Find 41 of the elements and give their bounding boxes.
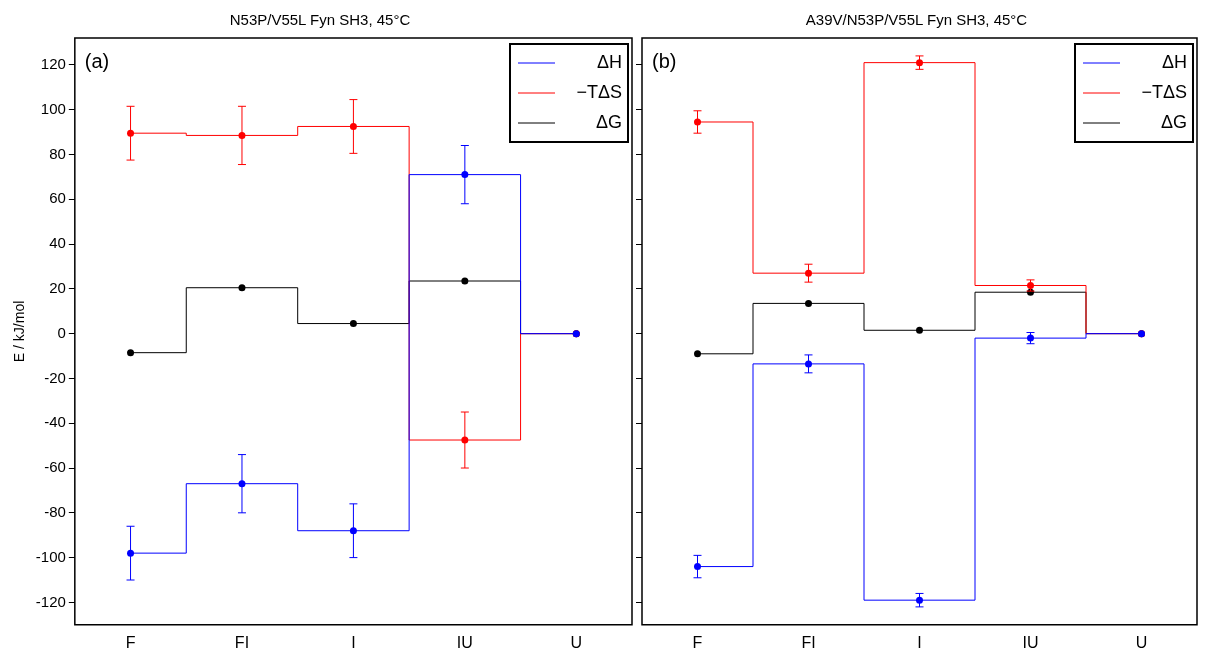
y-tick-label: -80	[44, 502, 66, 520]
annotation: (b)	[652, 49, 677, 72]
y-tick-label: -60	[44, 458, 66, 476]
y-tick-label: 0	[57, 323, 66, 341]
x-tick-label: IU	[456, 633, 473, 651]
x-tick-label: U	[1135, 633, 1148, 651]
point	[127, 349, 135, 357]
y-tick-label: 20	[49, 278, 66, 296]
legend-label: ΔH	[596, 51, 622, 72]
legend-label: ΔG	[1160, 111, 1187, 132]
y-axis-title: E / kJ/mol	[11, 300, 28, 363]
point	[349, 320, 357, 328]
x-tick-label: F	[125, 633, 136, 651]
x-tick-label: F	[692, 633, 703, 651]
legend-label: −TΔS	[576, 81, 622, 102]
y-tick-label: 100	[40, 99, 66, 117]
point	[238, 284, 246, 292]
y-tick-label: 80	[49, 144, 66, 162]
x-tick-label: U	[570, 633, 583, 651]
legend-label: ΔG	[595, 111, 622, 132]
point	[694, 350, 701, 358]
point	[461, 277, 469, 285]
y-tick-label: -120	[35, 592, 66, 610]
x-tick-label: FI	[234, 633, 250, 651]
y-tick-label: 60	[49, 189, 66, 207]
y-tick-label: 120	[40, 55, 66, 73]
x-tick-label: I	[917, 633, 922, 651]
chart-title: N53P/V55L Fyn SH3, 45°C	[229, 11, 411, 29]
x-tick-label: FI	[801, 633, 816, 651]
y-tick-label: 40	[49, 234, 66, 252]
legend-label: −TΔS	[1141, 81, 1187, 102]
point	[916, 326, 923, 334]
y-tick-label: -20	[44, 368, 66, 386]
annotation: (a)	[84, 49, 110, 72]
y-tick-label: -100	[35, 547, 66, 565]
y-tick-label: -40	[44, 413, 66, 431]
chart-title: A39V/N53P/V55L Fyn SH3, 45°C	[805, 11, 1028, 29]
x-tick-label: I	[351, 633, 356, 651]
point	[805, 299, 812, 307]
x-tick-label: IU	[1022, 633, 1039, 651]
legend-label: ΔH	[1161, 51, 1187, 72]
